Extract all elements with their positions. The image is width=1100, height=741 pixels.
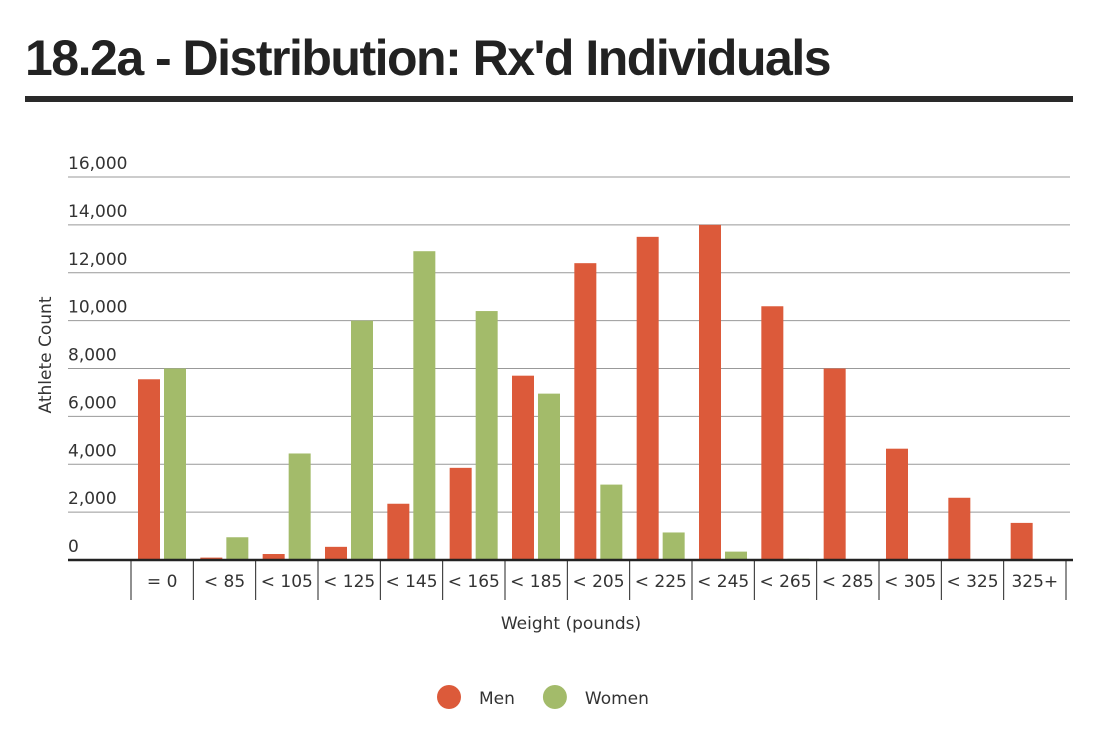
x-tick-label: < 245 [697, 572, 749, 592]
y-tick-label: 6,000 [68, 393, 117, 413]
bar [1010, 522, 1033, 560]
y-tick-label: 8,000 [68, 346, 117, 366]
bar [387, 503, 410, 560]
legend-marker [542, 685, 567, 709]
x-tick-label: < 285 [822, 572, 874, 592]
bar [761, 306, 784, 560]
chart-title: 18.2a - Distribution: Rx'd Individuals [25, 30, 830, 86]
legend-marker [437, 685, 461, 709]
bar [823, 368, 846, 560]
x-tick-label: < 185 [510, 572, 562, 592]
bar [262, 554, 285, 560]
title-rule [25, 96, 1073, 102]
legend-label: Men [479, 689, 515, 709]
x-tick-label: < 305 [884, 572, 936, 592]
x-tick-label: = 0 [147, 572, 177, 592]
bar [538, 393, 560, 560]
bar [413, 251, 436, 561]
bar [512, 375, 534, 560]
bar [226, 537, 249, 560]
bar [164, 368, 186, 560]
x-tick-label: < 325 [946, 572, 998, 592]
y-tick-label: 14,000 [68, 202, 127, 222]
y-tick-label: 0 [68, 537, 79, 557]
x-tick-label: < 85 [204, 572, 245, 592]
bar [662, 532, 685, 560]
bar [138, 379, 160, 560]
x-tick-label: < 205 [572, 572, 624, 592]
bar [600, 484, 623, 560]
y-axis-label: Athlete Count [36, 296, 56, 413]
bar [574, 263, 597, 560]
bar [475, 311, 498, 560]
x-tick-label: < 125 [323, 572, 375, 592]
y-tick-label: 2,000 [68, 489, 117, 509]
bar [288, 453, 311, 560]
y-tick-label: 4,000 [68, 441, 117, 461]
x-tick-label: < 165 [448, 572, 500, 592]
x-tick-label: 325+ [1011, 572, 1058, 592]
bar [886, 448, 908, 560]
bar [449, 467, 472, 560]
legend-label: Women [585, 689, 649, 709]
bar [351, 320, 373, 560]
x-tick-label: < 105 [261, 572, 313, 592]
x-tick-label: < 265 [759, 572, 811, 592]
bar [325, 546, 347, 560]
x-axis-label: Weight (pounds) [501, 614, 641, 634]
bar [948, 497, 971, 560]
bar [636, 236, 659, 560]
y-tick-label: 10,000 [68, 298, 127, 318]
x-tick-label: < 225 [635, 572, 687, 592]
y-tick-label: 16,000 [68, 154, 127, 174]
x-tick-label: < 145 [385, 572, 437, 592]
y-tick-label: 12,000 [68, 250, 127, 270]
bar [725, 551, 747, 560]
bar [699, 224, 721, 560]
